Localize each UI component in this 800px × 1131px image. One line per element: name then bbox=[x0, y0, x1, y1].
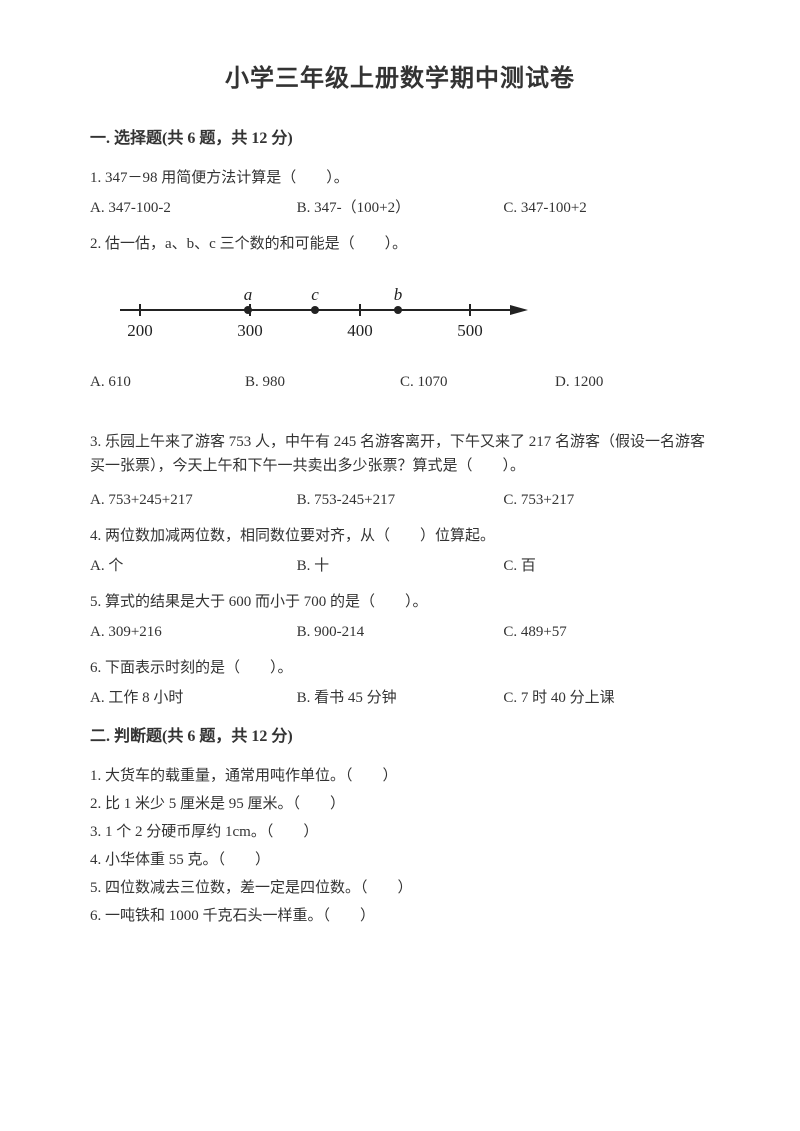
section1-header: 一. 选择题(共 6 题，共 12 分) bbox=[90, 126, 710, 152]
q6-option-a: A. 工作 8 小时 bbox=[90, 686, 297, 710]
judge-2: 2. 比 1 米少 5 厘米是 95 厘米。（ ） bbox=[90, 792, 710, 816]
dot-label-b: b bbox=[394, 285, 403, 304]
q6-option-b: B. 看书 45 分钟 bbox=[297, 686, 504, 710]
q2-text: 2. 估一估，a、b、c 三个数的和可能是（ ）。 bbox=[90, 232, 710, 256]
tick-300: 300 bbox=[237, 321, 263, 340]
q3-option-b: B. 753-245+217 bbox=[297, 488, 504, 512]
q4-options: A. 个 B. 十 C. 百 bbox=[90, 554, 710, 578]
q5-options: A. 309+216 B. 900-214 C. 489+57 bbox=[90, 620, 710, 644]
q4-option-a: A. 个 bbox=[90, 554, 297, 578]
q1-option-b: B. 347-（100+2） bbox=[297, 196, 504, 220]
question-6: 6. 下面表示时刻的是（ ）。 A. 工作 8 小时 B. 看书 45 分钟 C… bbox=[90, 656, 710, 710]
question-5: 5. 算式的结果是大于 600 而小于 700 的是（ ）。 A. 309+21… bbox=[90, 590, 710, 644]
q3-options: A. 753+245+217 B. 753-245+217 C. 753+217 bbox=[90, 488, 710, 512]
q6-options: A. 工作 8 小时 B. 看书 45 分钟 C. 7 时 40 分上课 bbox=[90, 686, 710, 710]
q4-text: 4. 两位数加减两位数，相同数位要对齐，从（ ）位算起。 bbox=[90, 524, 710, 548]
section2-header: 二. 判断题(共 6 题，共 12 分) bbox=[90, 724, 710, 750]
q2-options: A. 610 B. 980 C. 1070 D. 1200 bbox=[90, 370, 710, 394]
q2-option-a: A. 610 bbox=[90, 370, 245, 394]
q6-option-c: C. 7 时 40 分上课 bbox=[503, 686, 710, 710]
tick-500: 500 bbox=[457, 321, 483, 340]
q3-text: 3. 乐园上午来了游客 753 人，中午有 245 名游客离开，下午又来了 21… bbox=[90, 430, 710, 478]
judge-5: 5. 四位数减去三位数，差一定是四位数。（ ） bbox=[90, 876, 710, 900]
q4-option-c: C. 百 bbox=[503, 554, 710, 578]
q3-option-a: A. 753+245+217 bbox=[90, 488, 297, 512]
judge-3: 3. 1 个 2 分硬币厚约 1cm。（ ） bbox=[90, 820, 710, 844]
number-line-diagram: 200 300 400 500 a c b bbox=[100, 276, 710, 346]
dot-label-c: c bbox=[311, 285, 319, 304]
q1-option-c: C. 347-100+2 bbox=[503, 196, 710, 220]
q6-text: 6. 下面表示时刻的是（ ）。 bbox=[90, 656, 710, 680]
question-2: 2. 估一估，a、b、c 三个数的和可能是（ ）。 200 300 400 50… bbox=[90, 232, 710, 394]
tick-400: 400 bbox=[347, 321, 373, 340]
q1-option-a: A. 347-100-2 bbox=[90, 196, 297, 220]
q5-option-c: C. 489+57 bbox=[503, 620, 710, 644]
judge-6: 6. 一吨铁和 1000 千克石头一样重。（ ） bbox=[90, 904, 710, 928]
question-1: 1. 347－98 用简便方法计算是（ ）。 A. 347-100-2 B. 3… bbox=[90, 166, 710, 220]
question-3: 3. 乐园上午来了游客 753 人，中午有 245 名游客离开，下午又来了 21… bbox=[90, 430, 710, 512]
q2-option-b: B. 980 bbox=[245, 370, 400, 394]
q5-option-b: B. 900-214 bbox=[297, 620, 504, 644]
judge-list: 1. 大货车的载重量，通常用吨作单位。（ ） 2. 比 1 米少 5 厘米是 9… bbox=[90, 764, 710, 928]
q2-option-d: D. 1200 bbox=[555, 370, 710, 394]
page-title: 小学三年级上册数学期中测试卷 bbox=[90, 60, 710, 98]
judge-4: 4. 小华体重 55 克。（ ） bbox=[90, 848, 710, 872]
q5-text: 5. 算式的结果是大于 600 而小于 700 的是（ ）。 bbox=[90, 590, 710, 614]
q2-option-c: C. 1070 bbox=[400, 370, 555, 394]
q3-option-c: C. 753+217 bbox=[503, 488, 710, 512]
q1-options: A. 347-100-2 B. 347-（100+2） C. 347-100+2 bbox=[90, 196, 710, 220]
judge-1: 1. 大货车的载重量，通常用吨作单位。（ ） bbox=[90, 764, 710, 788]
q4-option-b: B. 十 bbox=[297, 554, 504, 578]
question-4: 4. 两位数加减两位数，相同数位要对齐，从（ ）位算起。 A. 个 B. 十 C… bbox=[90, 524, 710, 578]
q1-text: 1. 347－98 用简便方法计算是（ ）。 bbox=[90, 166, 710, 190]
q5-option-a: A. 309+216 bbox=[90, 620, 297, 644]
tick-200: 200 bbox=[127, 321, 153, 340]
dot-label-a: a bbox=[244, 285, 253, 304]
